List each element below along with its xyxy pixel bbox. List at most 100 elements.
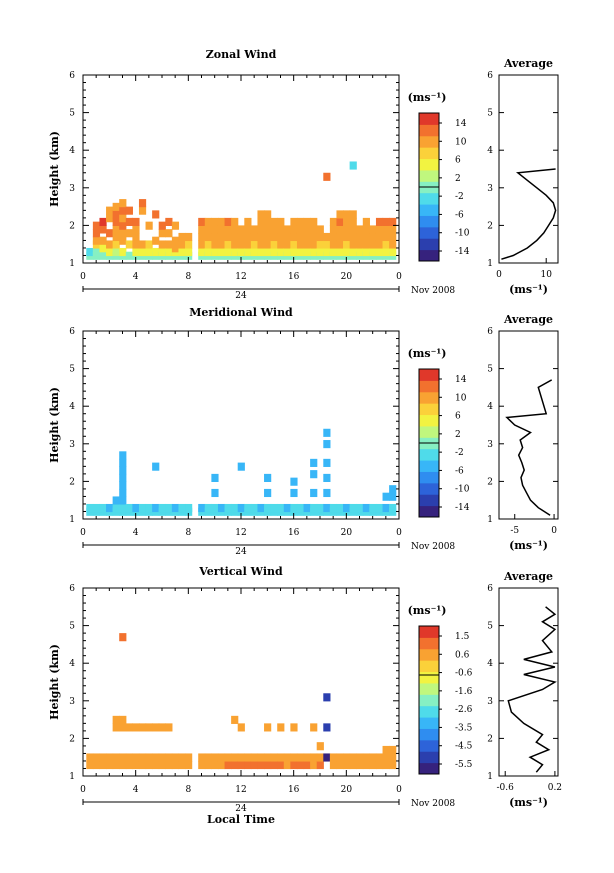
heatmap-cell <box>349 232 357 242</box>
heatmap-cell <box>310 723 318 732</box>
average-y-tick-label: 6 <box>487 327 493 337</box>
heatmap-cell <box>237 225 245 234</box>
heatmap-cell <box>244 225 252 234</box>
average-x-tick-label: -0.6 <box>497 783 515 793</box>
x-tick-label: 12 <box>235 785 246 795</box>
heatmap-cell <box>106 206 114 215</box>
heatmap-cell <box>106 240 114 249</box>
y-tick-label: 2 <box>69 221 75 231</box>
colorbar-tick-label: -14 <box>455 503 470 513</box>
heatmap-cell <box>349 225 357 234</box>
heatmap-cell <box>99 244 107 253</box>
heatmap-cell <box>257 210 265 219</box>
heatmap-cell <box>119 214 127 223</box>
heatmap-cell <box>112 217 120 226</box>
heatmap-cell <box>323 440 331 449</box>
heatmap-cell <box>290 477 298 486</box>
heatmap-cell <box>250 225 259 234</box>
average-y-tick-label: 5 <box>487 109 493 119</box>
heatmap-cell <box>264 723 272 732</box>
heatmap-cell <box>211 753 219 762</box>
heatmap-cell <box>211 225 219 234</box>
chart-title: Zonal Wind <box>206 48 277 61</box>
colorbar-unit: (ms⁻¹) <box>408 91 447 104</box>
heatmap-cell <box>145 723 153 732</box>
heatmap-cell <box>290 503 298 513</box>
day-label: 24 <box>235 804 247 814</box>
heatmap-cell <box>211 503 219 513</box>
heatmap-cell <box>158 240 166 249</box>
heatmap-cell <box>119 199 127 208</box>
heatmap-cell <box>316 742 324 751</box>
heatmap-cell <box>277 753 285 762</box>
heatmap-cell <box>132 232 140 242</box>
heatmap-cell <box>198 240 206 249</box>
colorbar-swatch <box>419 369 439 381</box>
colorbar-tick-label: 10 <box>455 393 467 403</box>
heatmap-cell <box>132 240 140 249</box>
heatmap-cell <box>290 760 298 770</box>
colorbar-swatch <box>419 471 439 484</box>
heatmap-cell <box>303 760 311 770</box>
heatmap-cell <box>310 217 318 226</box>
heatmap-cell <box>217 240 226 249</box>
heatmap-cell <box>92 236 101 245</box>
colorbar-swatch <box>419 460 439 472</box>
average-y-tick-label: 3 <box>487 697 493 707</box>
heatmap-cell <box>382 247 390 257</box>
heatmap-cell <box>178 760 186 770</box>
heatmap-cell <box>323 503 331 513</box>
heatmap-cell <box>211 760 219 770</box>
colorbar-tick-label: -6 <box>455 466 464 476</box>
heatmap-cell <box>250 753 259 762</box>
heatmap-cell <box>204 247 212 257</box>
colorbar-tick-label: 10 <box>455 137 467 147</box>
heatmap-cell <box>343 225 351 234</box>
colorbar-tick-label: 14 <box>455 119 467 129</box>
y-axis-label: Height (km) <box>48 387 61 463</box>
heatmap-cell <box>231 760 239 770</box>
y-tick-label: 5 <box>69 622 75 632</box>
heatmap-cell <box>316 760 324 770</box>
heatmap-cell <box>375 760 384 770</box>
average-x-tick-label: 0 <box>496 270 502 280</box>
y-tick-label: 2 <box>69 477 75 487</box>
x-tick-label: 0 <box>396 785 402 795</box>
heatmap-cell <box>323 232 331 242</box>
y-tick-label: 6 <box>69 71 75 81</box>
average-y-tick-label: 2 <box>487 221 493 231</box>
heatmap-cell <box>290 753 298 762</box>
average-x-tick-label: 0.2 <box>548 783 562 793</box>
heatmap-cell <box>99 217 107 226</box>
colorbar-swatch <box>419 414 439 427</box>
heatmap-cell <box>264 760 272 770</box>
heatmap-cell <box>106 503 114 513</box>
colorbar-tick-label: -5.5 <box>455 760 473 770</box>
heatmap-cell <box>382 492 390 501</box>
colorbar-swatch <box>419 694 439 707</box>
heatmap-cell <box>99 251 107 260</box>
colorbar-unit: (ms⁻¹) <box>408 347 447 360</box>
date-label: Nov 2008 <box>411 542 455 552</box>
heatmap-cell <box>217 225 226 234</box>
heatmap-cell <box>198 760 206 770</box>
colorbar-swatch <box>419 762 439 775</box>
heatmap-cell <box>237 232 245 242</box>
heatmap-cell <box>178 753 186 762</box>
heatmap-cell <box>250 247 259 257</box>
heatmap-cell <box>356 225 364 234</box>
colorbar-tick-label: -2.6 <box>455 705 473 715</box>
date-label: Nov 2008 <box>411 799 455 809</box>
average-y-tick-label: 6 <box>487 584 493 594</box>
heatmap-cell <box>389 753 397 762</box>
heatmap-cell <box>119 236 127 245</box>
heatmap-cell <box>349 161 357 170</box>
heatmap-cell <box>132 247 140 257</box>
y-tick-label: 4 <box>69 402 75 412</box>
heatmap-cell <box>211 488 219 498</box>
heatmap-cell <box>389 225 397 234</box>
heatmap-cell <box>369 232 377 242</box>
heatmap-cell <box>92 753 101 762</box>
heatmap-cell <box>329 503 338 513</box>
